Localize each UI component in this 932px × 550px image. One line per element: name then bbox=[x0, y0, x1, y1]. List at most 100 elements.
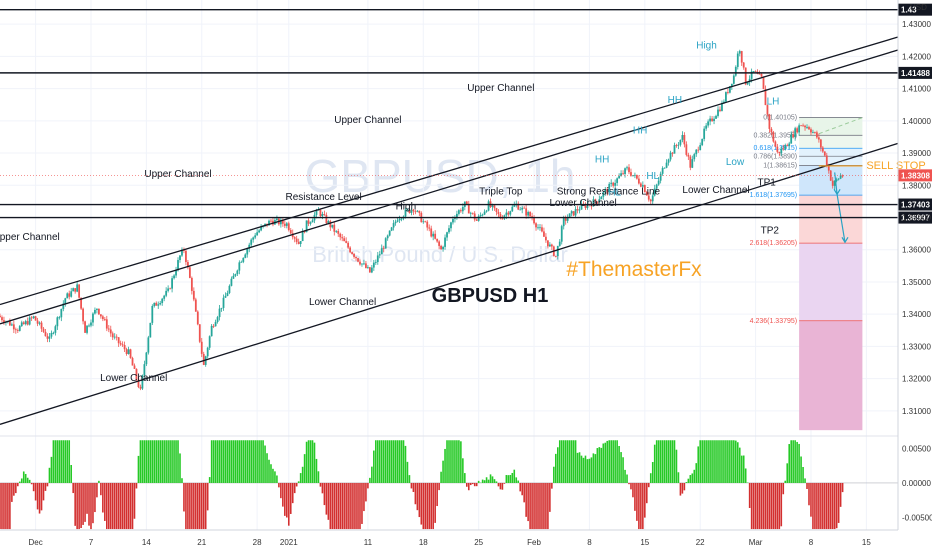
candle-body bbox=[831, 180, 834, 186]
level-price-tag bbox=[898, 198, 932, 211]
candle-body bbox=[260, 226, 262, 231]
channel-lines[interactable] bbox=[0, 36, 899, 425]
candle-body bbox=[681, 134, 684, 140]
candle-body bbox=[560, 226, 563, 242]
candle-body bbox=[734, 66, 737, 76]
candle-body bbox=[806, 127, 808, 128]
candle-body bbox=[580, 204, 583, 210]
candle-body bbox=[400, 218, 403, 220]
candle-body bbox=[325, 214, 328, 224]
chart-title: GBPUSD H1 bbox=[432, 285, 549, 307]
candle-body bbox=[723, 101, 725, 103]
candle-body bbox=[725, 92, 727, 102]
annotation-label: Lower Channel bbox=[309, 297, 376, 308]
level-price-text: 1.36997 bbox=[901, 214, 930, 223]
candle-body bbox=[780, 148, 783, 154]
candle-body bbox=[687, 154, 690, 157]
candle-body bbox=[568, 213, 571, 219]
candle-body bbox=[307, 220, 310, 224]
candle-body bbox=[517, 203, 520, 210]
candle-body bbox=[572, 211, 575, 216]
price-tick-label: 1.37000 bbox=[902, 214, 931, 223]
fib-level-label: 0.382(1.3955) bbox=[754, 132, 798, 139]
candle-body bbox=[424, 221, 427, 223]
candle-body bbox=[829, 170, 832, 181]
candle-body bbox=[513, 205, 516, 207]
candle-body bbox=[56, 317, 59, 327]
candle-body bbox=[311, 220, 314, 223]
candle-body bbox=[333, 224, 336, 232]
candle-body bbox=[70, 291, 73, 297]
candle-body bbox=[675, 145, 678, 146]
fib-zone-band bbox=[799, 135, 863, 149]
time-tick-label: 28 bbox=[253, 538, 262, 547]
time-tick-label: 15 bbox=[640, 538, 649, 547]
candle-body bbox=[30, 317, 33, 319]
price-axis[interactable]: 1.43000 1.42000 1.41000 1.40000 1.39000 1.380… bbox=[897, 0, 931, 530]
time-tick-label: 7 bbox=[89, 538, 94, 547]
candle-body bbox=[408, 209, 411, 213]
candle-body bbox=[376, 255, 379, 263]
candle-body bbox=[800, 125, 802, 127]
annotation-label: Upper Channel bbox=[0, 232, 60, 243]
candle-body bbox=[537, 227, 539, 229]
candle-body bbox=[602, 192, 605, 197]
candle-body bbox=[444, 237, 446, 247]
candle-body bbox=[473, 213, 476, 220]
candle-body bbox=[220, 307, 223, 309]
candle-body bbox=[432, 233, 435, 237]
candle-body bbox=[685, 144, 688, 155]
candle-body bbox=[784, 145, 787, 150]
candle-body bbox=[812, 132, 814, 133]
candle-body bbox=[746, 82, 749, 85]
candle-body bbox=[576, 209, 579, 211]
candle-body bbox=[268, 220, 270, 226]
candle-body bbox=[412, 209, 415, 212]
candle-body bbox=[0, 315, 1, 318]
candle-body bbox=[410, 209, 413, 213]
candle-body bbox=[770, 128, 773, 133]
candle-body bbox=[171, 278, 173, 289]
annotation-label: Lower Channel bbox=[100, 373, 167, 384]
candle-body bbox=[796, 128, 799, 133]
candle-body bbox=[600, 196, 603, 200]
time-tick-label: 18 bbox=[419, 538, 428, 547]
candle-body bbox=[143, 364, 146, 376]
candle-body bbox=[693, 154, 696, 160]
candle-body bbox=[254, 235, 257, 238]
candle-body bbox=[671, 152, 674, 154]
candle-body bbox=[839, 175, 842, 179]
candle-body bbox=[481, 214, 484, 216]
candle-body bbox=[406, 209, 409, 211]
candle-body bbox=[297, 241, 300, 245]
candle-body bbox=[596, 201, 599, 203]
level-price-text: 1.43 bbox=[901, 6, 917, 15]
candle-body bbox=[695, 149, 698, 155]
candle-body bbox=[309, 222, 312, 224]
candle-body bbox=[616, 178, 619, 183]
candle-body bbox=[628, 167, 630, 173]
candle-body bbox=[772, 132, 775, 142]
current-price-text: 1.38308 bbox=[901, 171, 930, 180]
candle-body bbox=[592, 199, 595, 207]
candle-body bbox=[200, 341, 203, 354]
candle-body bbox=[76, 284, 79, 292]
time-axis[interactable]: Dec 7 14 21 28 2021 11 18 25 Feb 8 15 22 Mar 8 15 bbox=[0, 529, 898, 547]
annotation-label: Lower Channel bbox=[549, 198, 616, 209]
candle-body bbox=[242, 257, 245, 262]
candle-body bbox=[145, 352, 148, 365]
candle-body bbox=[554, 255, 557, 257]
annotation-label: High bbox=[696, 40, 717, 51]
fib-zone-band bbox=[799, 117, 863, 136]
candle-body bbox=[430, 228, 433, 237]
candle-body bbox=[483, 211, 486, 215]
candle-body bbox=[355, 256, 357, 259]
candle-body bbox=[212, 325, 215, 327]
candle-body bbox=[543, 231, 545, 237]
candle-body bbox=[218, 308, 221, 318]
fib-zone-band bbox=[799, 320, 863, 431]
candle-body bbox=[647, 195, 650, 200]
candle-body bbox=[34, 316, 37, 321]
